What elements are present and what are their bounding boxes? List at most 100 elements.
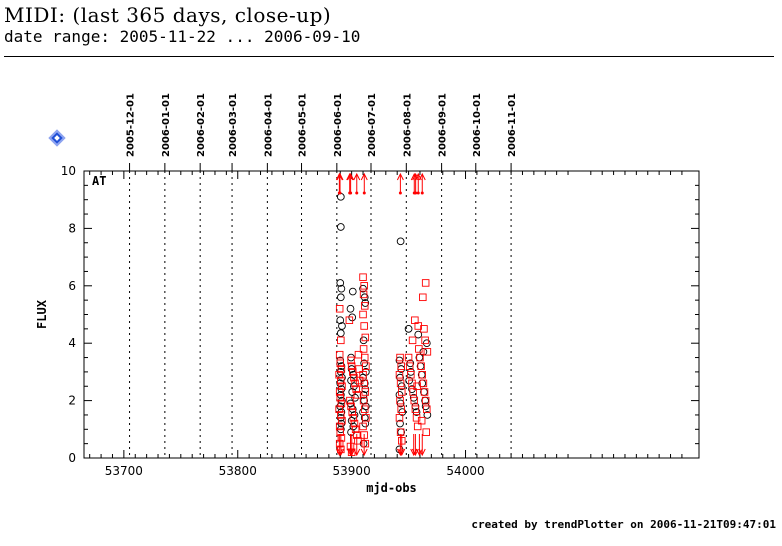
data-point-square bbox=[405, 362, 414, 370]
data-point-square bbox=[347, 356, 355, 365]
data-point-square bbox=[420, 388, 429, 396]
date-marker-label: 2006-11-01 bbox=[507, 93, 518, 157]
date-range-subtitle: date range: 2005-11-22 ... 2006-09-10 bbox=[4, 27, 361, 46]
data-point-square bbox=[346, 396, 354, 405]
data-point-square bbox=[335, 388, 344, 396]
lower-limit-arrowhead bbox=[335, 448, 343, 457]
data-point-circle bbox=[336, 316, 345, 325]
y-tick-label: 2 bbox=[68, 394, 76, 408]
header-divider bbox=[4, 56, 774, 57]
upper-limit-arrowhead bbox=[353, 172, 361, 181]
lower-limit-arrowhead bbox=[348, 448, 356, 457]
data-point-square bbox=[336, 359, 345, 368]
data-point-square bbox=[345, 316, 354, 324]
data-point-square bbox=[423, 405, 431, 413]
data-point-square bbox=[423, 348, 432, 356]
data-point-square bbox=[360, 322, 368, 330]
data-point-square bbox=[404, 353, 413, 362]
data-point-square bbox=[416, 353, 424, 362]
lower-limit-arrowhead bbox=[353, 448, 361, 457]
page-header: MIDI: (last 365 days, close-up) date ran… bbox=[4, 4, 774, 46]
y-tick-label: 10 bbox=[61, 164, 76, 178]
upper-limit-arrowhead bbox=[418, 172, 426, 181]
data-point-square bbox=[359, 273, 367, 281]
data-point-square bbox=[335, 350, 344, 359]
data-point-circle bbox=[336, 279, 345, 287]
data-point-square bbox=[408, 336, 417, 345]
data-point-square bbox=[336, 428, 345, 436]
data-point-square bbox=[360, 353, 369, 362]
data-point-square bbox=[335, 371, 343, 379]
data-point-square bbox=[360, 379, 368, 388]
x-tick-label: 53900 bbox=[333, 464, 371, 478]
data-point-square bbox=[418, 371, 427, 379]
x-axis-label: mjd-obs bbox=[366, 481, 417, 495]
data-point-square bbox=[410, 396, 419, 405]
data-point-square bbox=[419, 293, 427, 302]
upper-limit-arrowhead bbox=[336, 172, 344, 181]
y-tick-label: 8 bbox=[68, 221, 76, 235]
data-point-square bbox=[338, 382, 346, 391]
data-point-square bbox=[337, 376, 345, 385]
lower-limit-arrowhead bbox=[347, 448, 354, 457]
data-point-square bbox=[361, 439, 370, 448]
data-point-circle bbox=[338, 322, 346, 330]
data-point-square bbox=[397, 362, 405, 370]
data-point-circle bbox=[396, 237, 405, 246]
data-point-square bbox=[417, 362, 425, 370]
data-point-square bbox=[362, 414, 370, 422]
data-point-circle bbox=[346, 304, 355, 313]
upper-limit-dot bbox=[355, 191, 359, 195]
data-point-circle bbox=[336, 223, 345, 231]
data-point-square bbox=[411, 316, 419, 324]
date-marker-label: 2006-10-01 bbox=[472, 93, 483, 157]
data-point-circle bbox=[396, 419, 404, 428]
data-point-square bbox=[338, 416, 346, 425]
upper-limit-dot bbox=[349, 191, 353, 195]
data-point-square bbox=[337, 399, 346, 408]
upper-limit-dot bbox=[420, 191, 424, 195]
y-tick-label: 0 bbox=[68, 451, 76, 465]
data-point-circle bbox=[336, 192, 345, 201]
data-point-square bbox=[336, 393, 345, 402]
data-point-square bbox=[411, 405, 420, 413]
data-point-square bbox=[396, 396, 404, 405]
data-point-circle bbox=[336, 329, 345, 338]
data-point-square bbox=[413, 422, 422, 431]
date-marker-label: 2006-06-01 bbox=[333, 93, 344, 157]
date-marker-label: 2006-04-01 bbox=[263, 93, 274, 157]
data-point-square bbox=[361, 333, 370, 342]
data-point-square bbox=[361, 388, 370, 396]
data-point-square bbox=[359, 396, 368, 405]
data-point-square bbox=[359, 422, 367, 431]
data-point-square bbox=[353, 391, 362, 399]
date-marker-label: 2006-09-01 bbox=[438, 93, 449, 157]
upper-limit-arrowhead bbox=[346, 172, 354, 181]
footer-credit: created by trendPlotter on 2006-11-21T09… bbox=[471, 518, 776, 531]
panel-label: AT bbox=[92, 174, 106, 188]
data-point-square bbox=[359, 345, 368, 353]
page-title: MIDI: (last 365 days, close-up) bbox=[4, 3, 332, 27]
lower-limit-arrowhead bbox=[398, 448, 406, 457]
data-point-square bbox=[347, 362, 356, 370]
data-point-square bbox=[359, 290, 368, 299]
data-point-square bbox=[421, 336, 429, 345]
data-point-square bbox=[360, 405, 369, 413]
upper-limit-dot bbox=[414, 191, 418, 195]
upper-limit-arrowhead bbox=[360, 172, 368, 181]
data-point-square bbox=[398, 388, 406, 396]
y-tick-label: 6 bbox=[68, 279, 76, 293]
plot-frame bbox=[83, 170, 700, 459]
upper-limit-dot bbox=[416, 191, 420, 195]
data-point-square bbox=[337, 434, 346, 442]
data-point-square bbox=[396, 353, 404, 362]
y-axis-label: FLUX bbox=[35, 299, 49, 329]
x-tick-label: 53800 bbox=[219, 464, 257, 478]
data-point-square bbox=[359, 310, 367, 319]
lower-limit-arrowhead bbox=[337, 448, 345, 457]
data-point-square bbox=[348, 408, 356, 416]
data-point-square bbox=[409, 388, 417, 396]
data-point-square bbox=[422, 428, 430, 436]
